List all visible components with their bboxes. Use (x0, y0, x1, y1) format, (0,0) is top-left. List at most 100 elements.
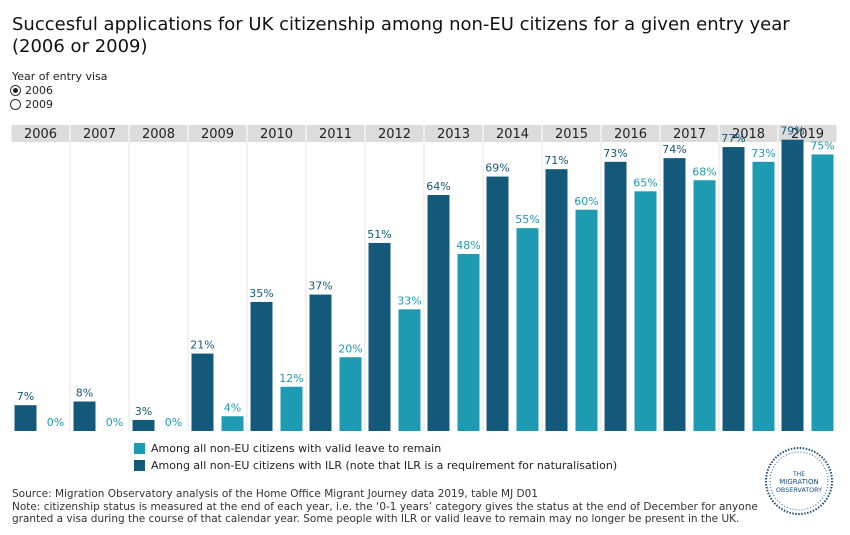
bar-valid (752, 161, 775, 431)
logo-text-migration: MIGRATION (779, 478, 818, 486)
panel-header (247, 125, 306, 142)
data-label-ilr: 37% (308, 280, 332, 293)
data-label-valid: 33% (397, 294, 421, 307)
data-label-valid: 0% (47, 416, 64, 429)
bar-valid (811, 154, 834, 431)
panel-header (483, 125, 542, 142)
data-label-ilr: 69% (485, 162, 509, 175)
panel-header-label: 2011 (319, 127, 352, 142)
panel-header (778, 125, 837, 142)
bar-chart: 2006 7% 0% 2007 8% 0% 2008 3% 0% 2009 21% 4% 2010 35%… (11, 125, 837, 431)
bar-ilr (663, 158, 686, 431)
panel-header-label: 2009 (201, 127, 234, 142)
bar-ilr (781, 139, 804, 431)
radio-2006-indicator[interactable] (10, 85, 21, 96)
source-line: Source: Migration Observatory analysis o… (12, 488, 538, 500)
source-note: Source: Migration Observatory analysis o… (12, 488, 832, 526)
panel-header-label: 2017 (673, 127, 706, 142)
bar-ilr (545, 169, 568, 431)
panel-header (11, 125, 70, 142)
bar-ilr (486, 176, 509, 431)
bar-valid (693, 180, 716, 431)
data-label-ilr: 7% (17, 390, 34, 403)
bar-valid (457, 254, 480, 431)
panel-header (542, 125, 601, 142)
logo-text-observatory: OBSERVATORY (776, 486, 822, 494)
data-label-ilr: 51% (367, 228, 391, 241)
data-label-valid: 55% (515, 213, 539, 226)
data-label-ilr: 35% (249, 287, 273, 300)
panel-header-label: 2019 (791, 127, 824, 142)
data-label-ilr: 73% (603, 147, 627, 160)
data-label-valid: 12% (279, 372, 303, 385)
panel-header (306, 125, 365, 142)
panel-header-label: 2018 (732, 127, 765, 142)
bar-ilr (132, 419, 155, 431)
panel-header-label: 2013 (437, 127, 470, 142)
data-label-valid: 75% (810, 139, 834, 152)
chart-title: Succesful applications for UK citizenshi… (12, 14, 790, 57)
panel-header-label: 2016 (614, 127, 647, 142)
data-label-ilr: 21% (190, 339, 214, 352)
radio-2009-label: 2009 (25, 98, 53, 111)
panel-header (365, 125, 424, 142)
panel-header-label: 2012 (378, 127, 411, 142)
bar-ilr (250, 301, 273, 431)
legend-swatch-valid (134, 443, 145, 454)
bar-ilr (427, 195, 450, 431)
data-label-valid: 4% (224, 401, 241, 414)
panel-header (719, 125, 778, 142)
bar-ilr (73, 401, 96, 431)
bar-ilr (722, 147, 745, 431)
panel-header-label: 2006 (24, 127, 57, 142)
entry-year-label: Year of entry visa (12, 70, 108, 83)
legend-label-ilr: Among all non-EU citizens with ILR (note… (151, 459, 618, 472)
panel-header (660, 125, 719, 142)
panel-header-label: 2010 (260, 127, 293, 142)
data-label-ilr: 74% (662, 143, 686, 156)
bar-valid (221, 416, 244, 431)
data-label-ilr: 77% (721, 132, 745, 145)
radio-2006[interactable]: 2006 (10, 84, 53, 97)
bar-ilr (191, 353, 214, 431)
bar-ilr (368, 242, 391, 431)
data-label-ilr: 79% (780, 125, 804, 138)
bar-ilr (604, 161, 627, 431)
bar-valid (575, 209, 598, 431)
bar-valid (516, 228, 539, 431)
panel-header-label: 2007 (83, 127, 116, 142)
legend-swatch-ilr (134, 460, 145, 471)
data-label-valid: 68% (692, 165, 716, 178)
data-label-valid: 60% (574, 195, 598, 208)
data-label-ilr: 3% (135, 405, 152, 418)
panel-header-label: 2014 (496, 127, 529, 142)
panel-header (424, 125, 483, 142)
bar-ilr (14, 405, 37, 431)
bar-valid (280, 386, 303, 431)
data-label-ilr: 8% (76, 387, 93, 400)
legend-item-valid: Among all non-EU citizens with valid lea… (134, 442, 441, 455)
data-label-valid: 0% (106, 416, 123, 429)
bar-ilr (309, 294, 332, 431)
radio-2006-label: 2006 (25, 84, 53, 97)
data-label-valid: 65% (633, 176, 657, 189)
panel-header-label: 2008 (142, 127, 175, 142)
legend-item-ilr: Among all non-EU citizens with ILR (note… (134, 459, 617, 472)
panel-header (188, 125, 247, 142)
legend-label-valid: Among all non-EU citizens with valid lea… (151, 442, 442, 455)
migration-observatory-logo: THE MIGRATION OBSERVATORY (765, 447, 833, 515)
bar-valid (398, 309, 421, 431)
panel-header (601, 125, 660, 142)
bar-valid (339, 357, 362, 431)
panel-header-label: 2015 (555, 127, 588, 142)
data-label-ilr: 71% (544, 154, 568, 167)
note-line-1: Note: citizenship status is measured at … (12, 500, 758, 513)
radio-2009[interactable]: 2009 (10, 98, 53, 111)
panel-header (70, 125, 129, 142)
bar-valid (634, 191, 657, 431)
data-label-valid: 0% (165, 416, 182, 429)
data-label-valid: 73% (751, 147, 775, 160)
data-label-valid: 48% (456, 239, 480, 252)
radio-2009-indicator[interactable] (10, 99, 21, 110)
logo-text-the: THE (792, 471, 805, 478)
